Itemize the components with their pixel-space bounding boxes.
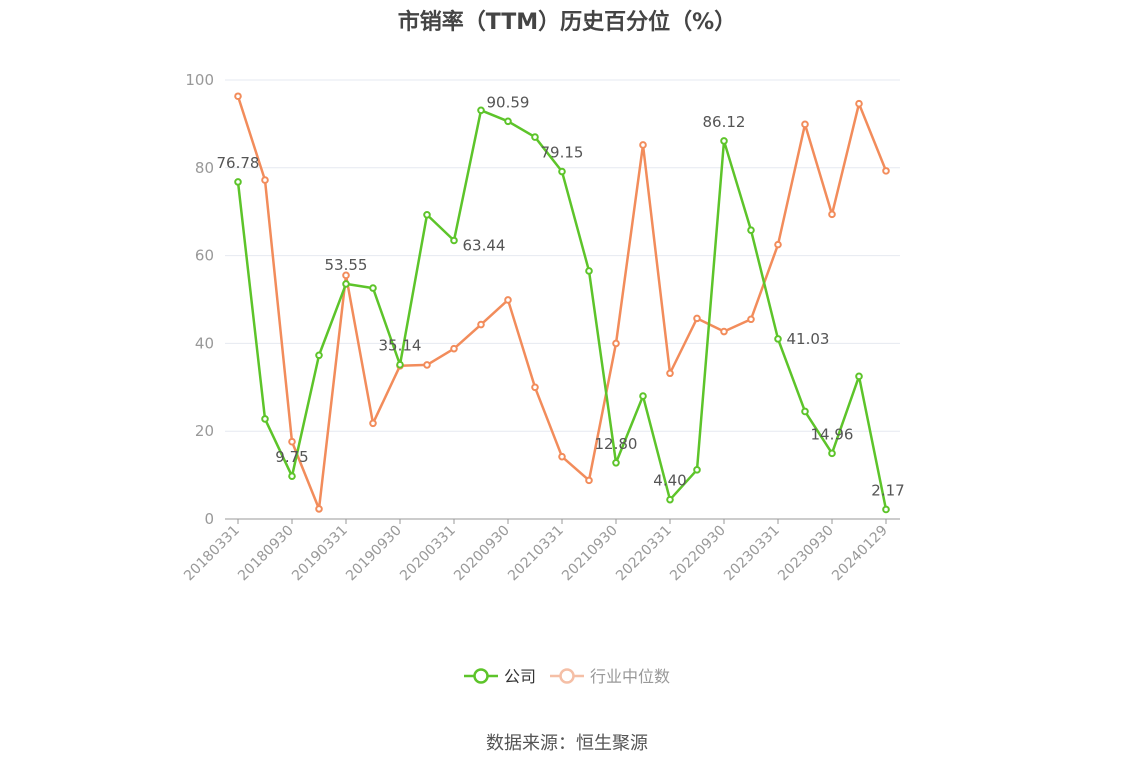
industry-point [477,320,485,329]
company-point [504,117,512,126]
x-tick-label: 20210930 [559,523,621,585]
data-label: 4.40 [653,472,686,490]
company-point [477,106,485,115]
company-point [774,335,782,343]
industry-point [801,120,809,129]
company-point [801,407,809,416]
data-label: 63.44 [463,236,506,254]
industry-point [612,339,620,348]
industry-point [747,315,755,324]
industry-point [504,296,512,304]
y-tick-label: 40 [195,334,214,352]
industry-point [342,271,350,280]
y-axis-ticks: 0 20 40 60 80 100 [185,71,214,528]
company-point [369,284,377,292]
industry-point [234,92,242,101]
company-point [396,360,404,369]
company-point [612,459,620,467]
industry-point [369,419,377,428]
series-group [234,92,890,514]
x-axis: 2018033120180930201903312019093020200331… [181,518,900,585]
series-company [234,106,890,514]
data-label: 90.59 [487,93,530,111]
y-tick-label: 20 [195,422,214,440]
company-point [666,495,674,504]
company-point [720,137,728,145]
x-tick-label: 20220331 [613,523,675,585]
industry-point [288,437,296,446]
data-label: 9.75 [275,448,308,466]
industry-point [666,369,674,378]
x-tick-label: 20190331 [289,523,351,585]
data-label: 14.96 [811,425,854,443]
company-point [234,178,242,186]
company-point [450,236,458,245]
legend-marker-icon [473,668,489,684]
industry-point [720,327,728,336]
company-point [639,392,647,400]
legend[interactable]: 公司 行业中位数 [464,667,670,686]
industry-point [423,361,431,369]
data-label: 86.12 [703,113,746,131]
company-point [585,267,593,275]
company-point [747,226,755,234]
industry-point [855,99,863,108]
data-label: 12.80 [595,435,638,453]
data-labels: 76.78 9.75 53.55 35.14 63.44 90.59 79.15 12.80 4… [217,93,905,499]
industry-point [261,176,269,184]
x-tick-label: 20230930 [775,523,837,585]
company-point [693,466,701,474]
x-tick-label: 20180331 [181,523,243,585]
industry-point [693,314,701,323]
company-point [531,133,539,141]
industry-point [639,141,647,149]
y-tick-label: 100 [185,71,214,89]
industry-point [531,383,539,392]
x-tick-label: 20240129 [829,523,891,585]
source-note: 数据来源：恒生聚源 [486,733,648,754]
y-tick-label: 60 [195,247,214,265]
industry-point [774,240,782,249]
legend-item-industry[interactable]: 行业中位数 [550,667,670,686]
legend-label: 公司 [504,667,536,686]
company-point [558,167,566,176]
data-label: 76.78 [217,154,260,172]
chart-title: 市销率（TTM）历史百分位（%） [397,10,737,35]
industry-point [315,505,323,513]
data-label: 79.15 [541,144,584,162]
x-tick-label: 20190930 [343,523,405,585]
industry-point [450,344,458,353]
company-point [342,280,350,288]
industry-point [828,210,836,219]
y-tick-label: 0 [204,510,214,528]
data-label: 53.55 [325,256,368,274]
x-tick-label: 20210331 [505,523,567,585]
industry-point [882,167,890,175]
company-point [882,505,890,514]
legend-item-company[interactable]: 公司 [464,667,536,686]
legend-marker-icon [559,668,575,684]
legend-label: 行业中位数 [590,667,670,686]
company-point [288,472,296,480]
x-tick-label: 20230331 [721,523,783,585]
industry-point [585,476,593,485]
company-point [261,415,269,423]
company-point [423,210,431,219]
y-tick-label: 80 [195,159,214,177]
data-label: 2.17 [871,481,904,499]
series-industry [234,92,890,513]
data-label: 35.14 [379,337,422,355]
x-tick-label: 20200331 [397,523,459,585]
x-tick-label: 20200930 [451,523,513,585]
x-tick-label: 20220930 [667,523,729,585]
company-point [315,351,323,360]
company-point [855,372,863,381]
data-label: 41.03 [787,330,830,348]
industry-point [558,452,566,461]
company-point [828,449,836,458]
x-tick-label: 20180930 [235,523,297,585]
